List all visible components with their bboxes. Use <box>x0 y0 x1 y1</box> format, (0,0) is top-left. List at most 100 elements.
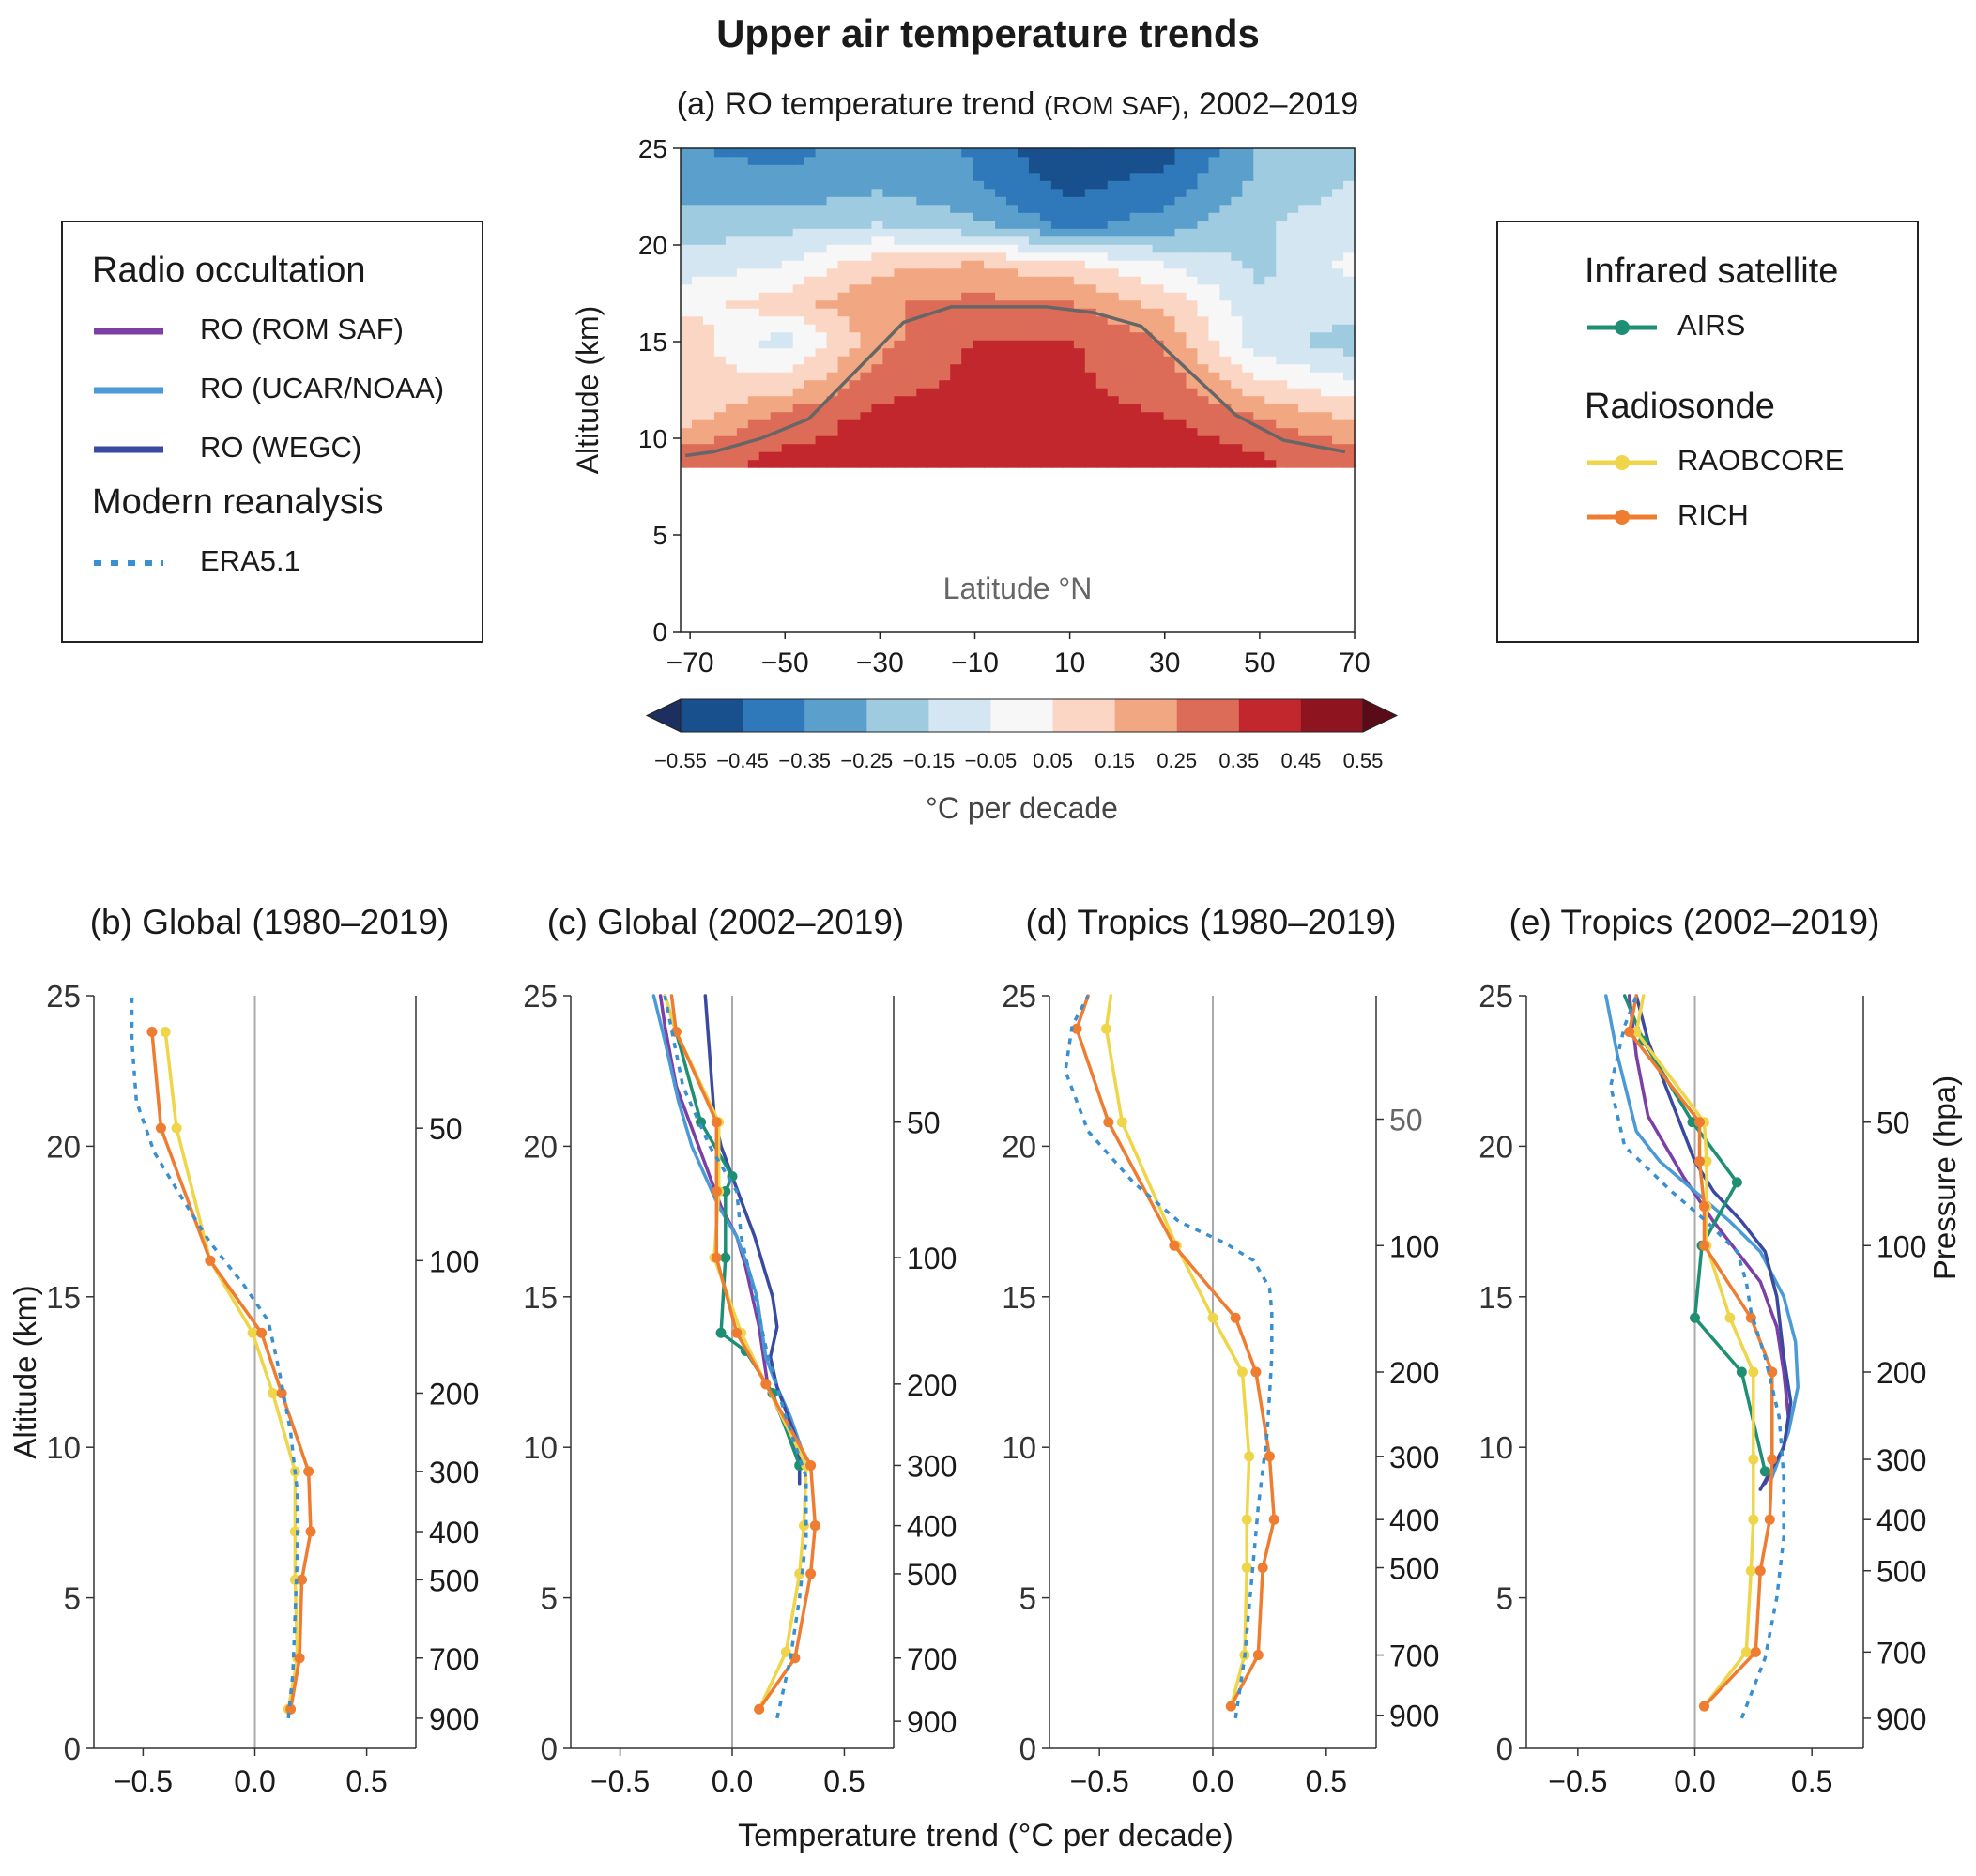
heatmap-cell <box>681 459 693 468</box>
heatmap-cell <box>1298 259 1310 269</box>
heatmap-cell <box>894 236 907 245</box>
heatmap-cell <box>871 427 884 436</box>
heatmap-cell <box>1039 283 1052 293</box>
heatmap-cell <box>894 195 907 206</box>
heatmap-cell <box>1174 371 1187 381</box>
heatmap-cell <box>1174 283 1187 293</box>
pressure-tick-label: 100 <box>1389 1229 1439 1263</box>
heatmap-cell <box>725 252 738 261</box>
x-tick-label: 0.5 <box>345 1764 387 1798</box>
heatmap-cell <box>939 307 951 317</box>
heatmap-cell <box>905 450 918 461</box>
heatmap-cell <box>882 163 896 174</box>
heatmap-cell <box>1321 252 1333 261</box>
x-tick-label: 0.5 <box>823 1764 865 1798</box>
heatmap-cell <box>1062 148 1075 158</box>
heatmap-cell <box>1141 427 1154 436</box>
heatmap-cell <box>702 395 715 404</box>
series-line-era5-1 <box>1064 995 1274 1719</box>
heatmap-cell <box>837 363 850 373</box>
heatmap-cell <box>1298 299 1310 309</box>
heatmap-cell <box>792 387 805 397</box>
heatmap-cell <box>961 411 973 420</box>
heatmap-cell <box>1321 387 1333 397</box>
heatmap-cell <box>681 275 693 285</box>
heatmap-cell <box>927 188 941 197</box>
heatmap-cell <box>1287 188 1299 197</box>
heatmap-cell <box>1084 275 1097 285</box>
heatmap-cell <box>1039 339 1052 349</box>
heatmap-cell <box>1028 172 1041 181</box>
heatmap-cell <box>826 363 839 373</box>
heatmap-cell <box>747 443 760 452</box>
heatmap-cell <box>860 220 873 229</box>
heatmap-cell <box>826 195 839 206</box>
heatmap-cell <box>1084 291 1097 301</box>
heatmap-cell <box>1073 443 1086 452</box>
heatmap-cell <box>1073 371 1086 381</box>
heatmap-cell <box>860 299 873 309</box>
heatmap-cell <box>1018 387 1030 397</box>
heatmap-cell <box>1321 204 1333 213</box>
heatmap-cell <box>691 459 704 468</box>
series-point <box>760 1379 772 1390</box>
heatmap-cell <box>837 443 850 452</box>
heatmap-cell <box>1050 363 1064 373</box>
heatmap-cell <box>1174 172 1187 181</box>
heatmap-cell <box>1242 459 1255 468</box>
heatmap-cell <box>804 220 817 229</box>
heatmap-cell <box>1073 259 1086 269</box>
heatmap-cell <box>691 148 704 158</box>
heatmap-cell <box>1264 211 1278 221</box>
heatmap-cell <box>736 403 749 413</box>
heatmap-cell <box>804 459 817 468</box>
heatmap-cell <box>1219 156 1233 165</box>
heatmap-cell <box>905 307 918 317</box>
heatmap-cell <box>995 267 1007 277</box>
heatmap-cell <box>1219 211 1233 221</box>
heatmap-cell <box>1073 363 1086 373</box>
heatmap-cell <box>713 459 727 468</box>
heatmap-cell <box>950 435 962 445</box>
heatmap-cell <box>804 236 817 245</box>
series-point <box>171 1122 182 1134</box>
heatmap-cell <box>849 419 862 429</box>
heatmap-cell <box>1006 148 1019 158</box>
heatmap-cell <box>973 363 985 373</box>
heatmap-cell <box>1310 267 1322 277</box>
heatmap-cell <box>770 299 783 309</box>
heatmap-cell <box>815 435 828 445</box>
heatmap-cell <box>1062 450 1075 461</box>
heatmap-cell <box>1310 156 1322 165</box>
series-point <box>1116 1117 1127 1128</box>
heatmap-cell <box>1287 236 1299 245</box>
heatmap-cell <box>1062 163 1075 174</box>
heatmap-cell <box>1039 347 1052 357</box>
heatmap-cell <box>747 259 760 269</box>
heatmap-cell <box>916 243 929 253</box>
heatmap-cell <box>1073 211 1086 221</box>
heatmap-cell <box>1242 419 1255 429</box>
heatmap-cell <box>927 259 941 269</box>
heatmap-cell <box>1073 227 1086 237</box>
series-point <box>780 1646 791 1657</box>
heatmap-cell <box>1118 427 1131 436</box>
heatmap-cell <box>849 307 862 317</box>
heatmap-cell <box>1242 450 1255 461</box>
heatmap-cell <box>691 395 704 404</box>
heatmap-cell <box>1141 259 1154 269</box>
heatmap-cell <box>1253 220 1266 229</box>
heatmap-cell <box>860 411 873 420</box>
heatmap-cell <box>758 355 772 365</box>
heatmap-cell <box>1231 156 1244 165</box>
heatmap-cell <box>1231 148 1244 158</box>
heatmap-cell <box>1332 291 1344 301</box>
heatmap-cell <box>826 339 839 349</box>
heatmap-cell <box>1197 331 1210 341</box>
heatmap-cell <box>1343 315 1356 325</box>
y-tick-label: 15 <box>1478 1280 1513 1315</box>
heatmap-cell <box>736 211 749 221</box>
heatmap-cell <box>770 291 783 301</box>
heatmap-cell <box>1062 227 1075 237</box>
heatmap-cell <box>894 163 907 174</box>
